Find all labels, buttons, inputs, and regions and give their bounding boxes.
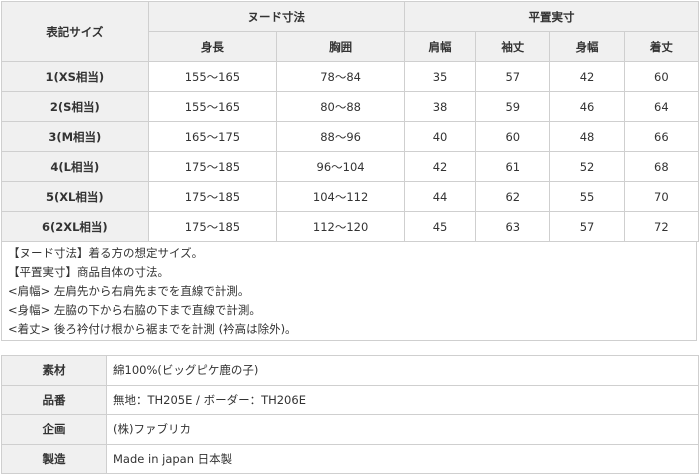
size-label: 4(L相当)	[1, 151, 149, 182]
table-cell: 96～104	[276, 151, 405, 182]
spec-row: 素材 綿100%(ビッグピケ鹿の子)	[1, 355, 699, 386]
column-header: 袖丈	[475, 31, 551, 62]
spec-row: 製造 Made in japan 日本製	[1, 443, 699, 474]
note: <着丈> 後ろ衿付け根から裾までを計測 (衿高は除外)。	[8, 322, 297, 336]
spec-label: 製造	[1, 443, 107, 474]
size-label: 5(XL相当)	[1, 181, 149, 212]
table-cell: 57	[475, 61, 551, 92]
note: 【平置実寸】商品自体の寸法。	[8, 265, 169, 279]
table-cell: 175～185	[147, 211, 278, 242]
table-cell: 112～120	[276, 211, 405, 242]
nude-group-header: ヌード寸法	[147, 1, 405, 32]
table-cell: 55	[549, 181, 625, 212]
flat-group-header: 平置実寸	[403, 1, 700, 32]
table-cell: 48	[549, 121, 625, 152]
table-cell: 40	[403, 121, 477, 152]
table-row: 1(XS相当) 155～165 78～84 35 57 42 60	[1, 61, 700, 92]
table-cell: 80～88	[276, 91, 405, 122]
table-cell: 35	[403, 61, 477, 92]
table-cell: 104～112	[276, 181, 405, 212]
size-label: 3(M相当)	[1, 121, 149, 152]
table-cell: 155～165	[147, 61, 278, 92]
spec-label: 企画	[1, 414, 107, 445]
table-cell: 38	[403, 91, 477, 122]
column-header: 肩幅	[403, 31, 477, 62]
table-cell: 175～185	[147, 181, 278, 212]
note: 【ヌード寸法】着る方の想定サイズ。	[8, 246, 204, 260]
spec-row: 企画 (株)ファブリカ	[1, 414, 699, 445]
table-cell: 46	[549, 91, 625, 122]
column-header: 着丈	[623, 31, 700, 62]
table-cell: 66	[623, 121, 700, 152]
size-label: 1(XS相当)	[1, 61, 149, 92]
spec-value: 綿100%(ビッグピケ鹿の子)	[106, 355, 699, 386]
spec-value: 無地：TH205E / ボーダー：TH206E	[106, 384, 699, 415]
table-cell: 61	[475, 151, 551, 182]
table-row: 5(XL相当) 175～185 104～112 44 62 55 70	[1, 181, 700, 212]
spec-table: 素材 綿100%(ビッグピケ鹿の子) 品番 無地：TH205E / ボーダー：TH20…	[1, 355, 699, 474]
table-cell: 42	[549, 61, 625, 92]
table-cell: 44	[403, 181, 477, 212]
note: <身幅> 左脇の下から右脇の下まで直線で計測。	[8, 303, 261, 317]
spec-row: 品番 無地：TH205E / ボーダー：TH206E	[1, 384, 699, 415]
spec-value: Made in japan 日本製	[106, 443, 699, 474]
table-cell: 62	[475, 181, 551, 212]
table-cell: 45	[403, 211, 477, 242]
table-row: 4(L相当) 175～185 96～104 42 61 52 68	[1, 151, 700, 182]
table-cell: 57	[549, 211, 625, 242]
spec-value: (株)ファブリカ	[106, 414, 699, 445]
table-cell: 63	[475, 211, 551, 242]
table-cell: 52	[549, 151, 625, 182]
column-header: 胸囲	[276, 31, 405, 62]
table-row: 6(2XL相当) 175～185 112～120 45 63 57 72	[1, 211, 700, 242]
table-cell: 68	[623, 151, 700, 182]
size-label: 2(S相当)	[1, 91, 149, 122]
table-cell: 60	[623, 61, 700, 92]
table-cell: 175～185	[147, 151, 278, 182]
table-cell: 60	[475, 121, 551, 152]
column-header: 身長	[147, 31, 278, 62]
spec-label: 品番	[1, 384, 107, 415]
table-cell: 165～175	[147, 121, 278, 152]
table-cell: 72	[623, 211, 700, 242]
header-row: 表記サイズ ヌード寸法 平置実寸	[1, 1, 700, 62]
table-cell: 64	[623, 91, 700, 122]
table-cell: 42	[403, 151, 477, 182]
table-cell: 88～96	[276, 121, 405, 152]
size-table: 表記サイズ ヌード寸法 平置実寸 身長 胸囲 肩幅 袖丈 身幅 着丈 1(XS相当) 155…	[1, 1, 700, 242]
note: <肩幅> 左肩先から右肩先までを直線で計測。	[8, 284, 250, 298]
spec-label: 素材	[1, 355, 107, 386]
table-cell: 59	[475, 91, 551, 122]
table-row: 2(S相当) 155～165 80～88 38 59 46 64	[1, 91, 700, 122]
table-cell: 78～84	[276, 61, 405, 92]
size-header: 表記サイズ	[1, 1, 149, 62]
table-cell: 155～165	[147, 91, 278, 122]
table-cell: 70	[623, 181, 700, 212]
column-header: 身幅	[549, 31, 625, 62]
table-row: 3(M相当) 165～175 88～96 40 60 48 66	[1, 121, 700, 152]
column-header-row: 身長 胸囲 肩幅 袖丈 身幅 着丈	[2, 31, 700, 62]
notes: 【ヌード寸法】着る方の想定サイズ。 【平置実寸】商品自体の寸法。 <肩幅> 左肩…	[1, 241, 697, 341]
size-label: 6(2XL相当)	[1, 211, 149, 242]
